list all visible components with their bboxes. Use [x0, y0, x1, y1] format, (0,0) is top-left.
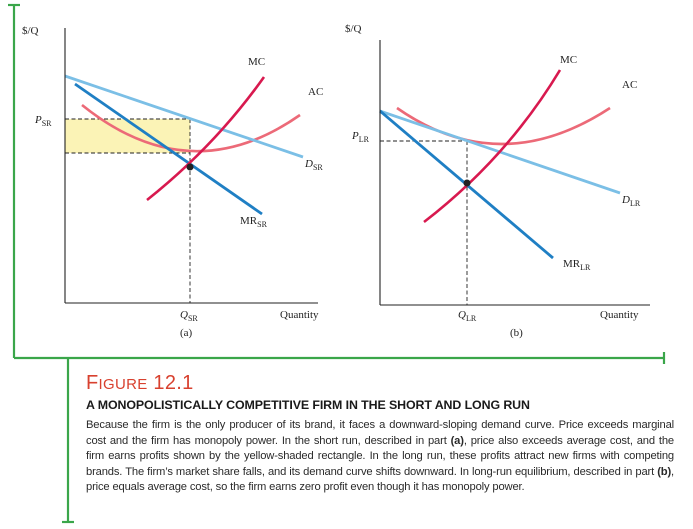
- ac-label-a: AC: [308, 86, 323, 98]
- ac-curve-a: [81, 103, 301, 153]
- mc-curve-a: [146, 76, 266, 202]
- figure-title: A MONOPOLISTICALLY COMPETITIVE FIRM IN T…: [86, 398, 530, 412]
- ac-label-b: AC: [622, 79, 637, 91]
- demand-label-b: DLR: [621, 194, 641, 208]
- y-axis-label-b: $/Q: [345, 23, 362, 35]
- figure-body-text: Because the firm is the only producer of…: [86, 418, 674, 496]
- equilibrium-point-b: [463, 179, 471, 187]
- axes-b: [379, 40, 650, 306]
- mr-label-a: MRSR: [240, 215, 268, 229]
- x-axis-label-a: Quantity: [280, 309, 319, 321]
- body-ref-b: (b): [657, 465, 672, 478]
- figure-word-rest: IGURE: [98, 376, 148, 393]
- ac-curve-b: [396, 106, 611, 146]
- body-part-3: , price equals average cost, so the firm…: [86, 465, 674, 494]
- mr-label-b: MRLR: [563, 258, 591, 272]
- price-label-a: PSR: [34, 114, 52, 128]
- dashed-guides-b: [380, 140, 468, 305]
- figure-caption: FIGURE 12.1 A MONOPOLISTICALLY COMPETITI…: [86, 372, 674, 496]
- panel-tag-a: (a): [180, 327, 193, 339]
- demand-label-a: DSR: [304, 158, 323, 172]
- figure-number-label: FIGURE 12.1: [86, 372, 674, 396]
- panel-a: $/Q Quantity PSR QSR MC AC DSR MRSR (a): [22, 25, 323, 339]
- body-ref-a: (a): [450, 434, 464, 447]
- mr-curve-a: [74, 82, 263, 216]
- panel-b: $/Q Quantity PLR QLR MC AC DLR MRLR (b): [345, 23, 650, 339]
- quantity-label-a: QSR: [180, 309, 198, 323]
- mc-label-a: MC: [248, 56, 265, 68]
- body-part-1: Because the firm is the only producer of…: [86, 419, 674, 447]
- x-axis-label-b: Quantity: [600, 309, 639, 321]
- panel-tag-b: (b): [510, 327, 523, 339]
- mc-curve-b: [423, 69, 562, 224]
- figure-number: 12.1: [153, 372, 194, 394]
- price-label-b: PLR: [351, 130, 370, 144]
- figure-frame: [8, 3, 666, 524]
- equilibrium-point-a: [186, 163, 194, 171]
- demand-curve-a: [64, 74, 304, 159]
- figure-word-first: F: [86, 372, 99, 394]
- quantity-label-b: QLR: [458, 309, 477, 323]
- axes-a: [64, 28, 318, 304]
- y-axis-label-a: $/Q: [22, 25, 39, 37]
- mc-label-b: MC: [560, 54, 577, 66]
- body-part-2: , price also exceeds average cost, and t…: [86, 434, 674, 478]
